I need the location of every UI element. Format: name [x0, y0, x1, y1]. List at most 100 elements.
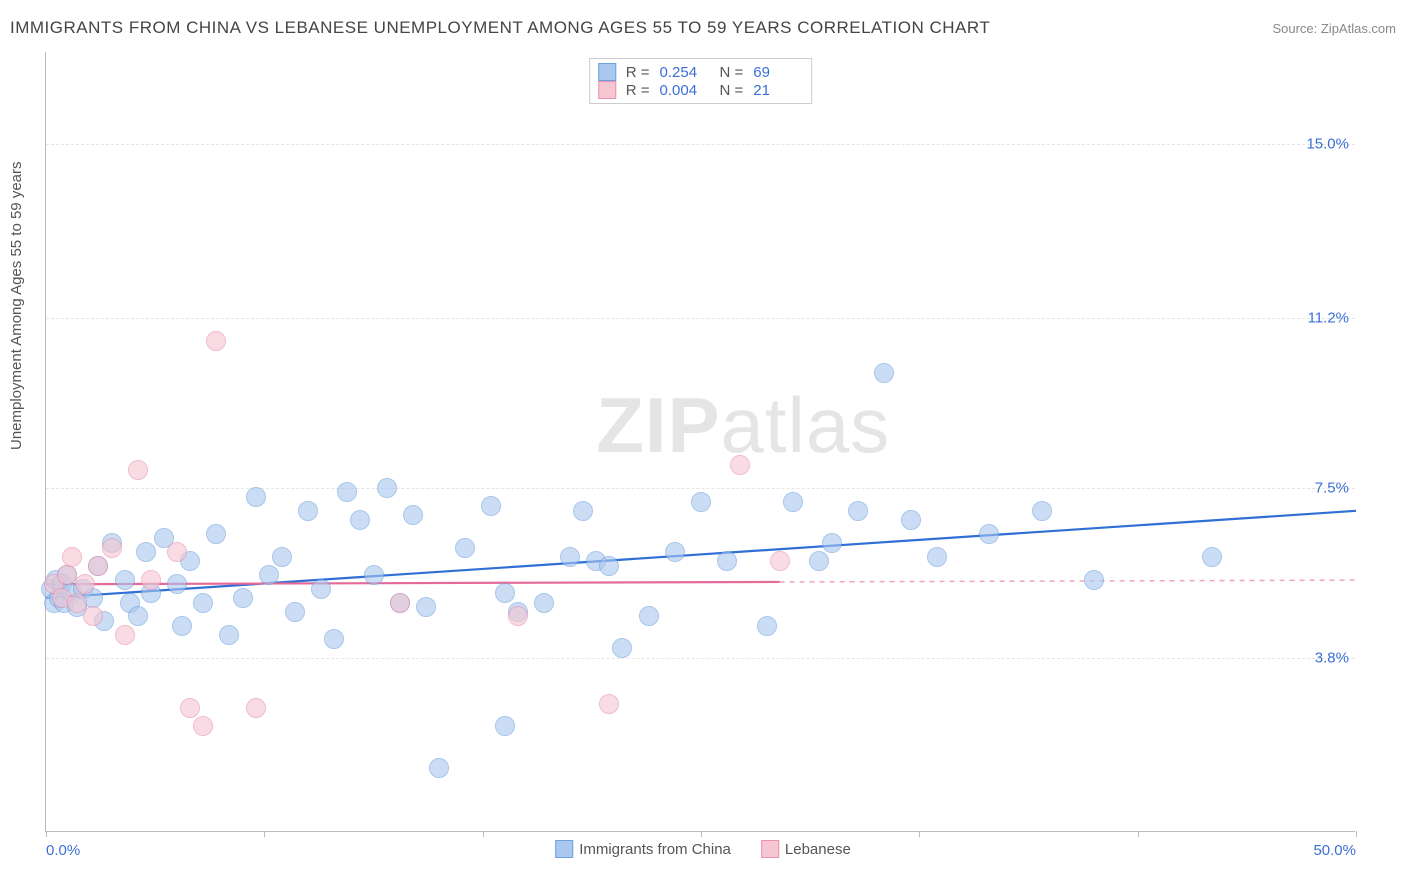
data-point	[377, 478, 397, 498]
scatter-plot: ZIPatlas R =0.254N =69R =0.004N =21 15.0…	[45, 52, 1355, 832]
y-tick-label: 7.5%	[1315, 479, 1349, 496]
watermark-rest: atlas	[721, 381, 891, 469]
data-point	[927, 547, 947, 567]
data-point	[193, 593, 213, 613]
data-point	[573, 501, 593, 521]
data-point	[874, 363, 894, 383]
gridline	[46, 144, 1355, 145]
gridline	[46, 658, 1355, 659]
stat-r-label: R =	[626, 64, 650, 81]
legend-item: Lebanese	[761, 840, 851, 858]
regression-line-extension	[780, 580, 1356, 582]
x-tick-mark	[46, 831, 47, 837]
data-point	[57, 565, 77, 585]
chart-header: IMMIGRANTS FROM CHINA VS LEBANESE UNEMPL…	[10, 18, 1396, 38]
data-point	[809, 551, 829, 571]
data-point	[416, 597, 436, 617]
stats-row: R =0.004N =21	[598, 81, 804, 99]
data-point	[495, 583, 515, 603]
data-point	[848, 501, 868, 521]
data-point	[88, 556, 108, 576]
gridline	[46, 318, 1355, 319]
data-point	[599, 694, 619, 714]
data-point	[822, 533, 842, 553]
regression-line	[46, 511, 1356, 598]
x-tick-label: 50.0%	[1313, 842, 1356, 859]
y-tick-label: 11.2%	[1308, 310, 1349, 327]
data-point	[128, 460, 148, 480]
regression-lines	[46, 52, 1356, 832]
data-point	[206, 331, 226, 351]
data-point	[206, 524, 226, 544]
data-point	[770, 551, 790, 571]
data-point	[534, 593, 554, 613]
series-legend: Immigrants from China Lebanese	[555, 840, 851, 858]
data-point	[62, 547, 82, 567]
watermark-bold: ZIP	[596, 381, 720, 469]
data-point	[136, 542, 156, 562]
x-tick-mark	[483, 831, 484, 837]
data-point	[233, 588, 253, 608]
data-point	[180, 698, 200, 718]
stats-legend: R = 0.254 N = 69R = 0.004 N = 21	[589, 58, 813, 104]
data-point	[83, 606, 103, 626]
data-point	[259, 565, 279, 585]
y-axis-label: Unemployment Among Ages 55 to 59 years	[8, 161, 25, 450]
x-tick-mark	[264, 831, 265, 837]
legend-label: Lebanese	[785, 841, 851, 858]
stat-r-value: 0.254	[660, 64, 710, 81]
data-point	[455, 538, 475, 558]
data-point	[141, 570, 161, 590]
data-point	[311, 579, 331, 599]
source-attribution: Source: ZipAtlas.com	[1272, 21, 1396, 36]
data-point	[246, 487, 266, 507]
data-point	[337, 482, 357, 502]
stat-n-value: 69	[753, 64, 803, 81]
stat-n-label: N =	[720, 64, 744, 81]
data-point	[979, 524, 999, 544]
data-point	[783, 492, 803, 512]
x-tick-mark	[701, 831, 702, 837]
stat-n-value: 21	[753, 82, 803, 99]
stat-r-value: 0.004	[660, 82, 710, 99]
data-point	[599, 556, 619, 576]
data-point	[403, 505, 423, 525]
x-tick-label: 0.0%	[46, 842, 80, 859]
data-point	[1084, 570, 1104, 590]
gridline	[46, 488, 1355, 489]
data-point	[167, 542, 187, 562]
data-point	[757, 616, 777, 636]
data-point	[285, 602, 305, 622]
y-tick-label: 3.8%	[1315, 649, 1349, 666]
data-point	[272, 547, 292, 567]
data-point	[560, 547, 580, 567]
legend-label: Immigrants from China	[579, 841, 731, 858]
data-point	[246, 698, 266, 718]
stats-row: R = 0.254 N = 69	[598, 63, 804, 81]
data-point	[219, 625, 239, 645]
stat-n-label: N =	[720, 82, 744, 99]
source-prefix: Source:	[1272, 21, 1320, 36]
data-point	[350, 510, 370, 530]
legend-swatch	[761, 840, 779, 858]
chart-title: IMMIGRANTS FROM CHINA VS LEBANESE UNEMPL…	[10, 18, 990, 38]
data-point	[102, 538, 122, 558]
data-point	[665, 542, 685, 562]
source-name: ZipAtlas.com	[1321, 21, 1396, 36]
data-point	[172, 616, 192, 636]
data-point	[730, 455, 750, 475]
data-point	[691, 492, 711, 512]
legend-item: Immigrants from China	[555, 840, 731, 858]
data-point	[1032, 501, 1052, 521]
data-point	[193, 716, 213, 736]
data-point	[1202, 547, 1222, 567]
data-point	[508, 606, 528, 626]
legend-swatch	[598, 81, 616, 99]
data-point	[481, 496, 501, 516]
x-tick-mark	[1138, 831, 1139, 837]
data-point	[639, 606, 659, 626]
data-point	[390, 593, 410, 613]
data-point	[115, 570, 135, 590]
data-point	[115, 625, 135, 645]
data-point	[717, 551, 737, 571]
